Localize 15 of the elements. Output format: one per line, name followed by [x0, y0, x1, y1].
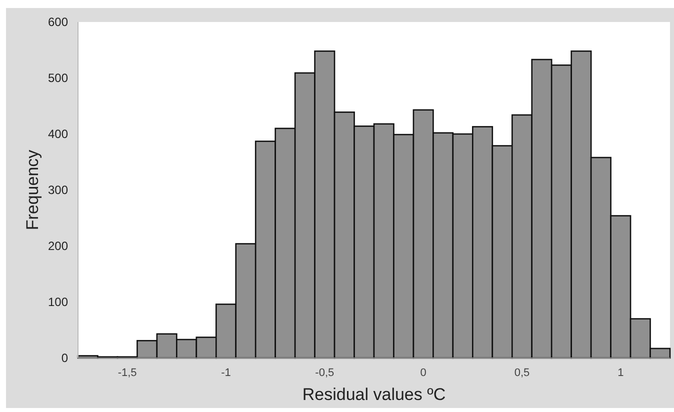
x-tick-label: -0,5: [315, 367, 334, 379]
x-tick-label: 0: [420, 367, 426, 379]
x-tick-label: 0,5: [514, 367, 530, 379]
y-tick-label: 100: [48, 295, 68, 310]
x-tick-label: 1: [618, 367, 624, 379]
x-tick-label: -1,5: [118, 367, 137, 379]
y-tick-label: 600: [48, 15, 68, 30]
x-tick-label: -1: [221, 367, 231, 379]
x-axis-title: Residual values ºC: [302, 385, 446, 404]
y-tick-label: 400: [48, 127, 68, 142]
y-tick-label: 300: [48, 183, 68, 198]
y-tick-label: 0: [61, 351, 68, 366]
y-tick-label: 200: [48, 239, 68, 254]
y-axis-title: Frequency: [23, 149, 42, 230]
y-tick-label: 500: [48, 71, 68, 86]
